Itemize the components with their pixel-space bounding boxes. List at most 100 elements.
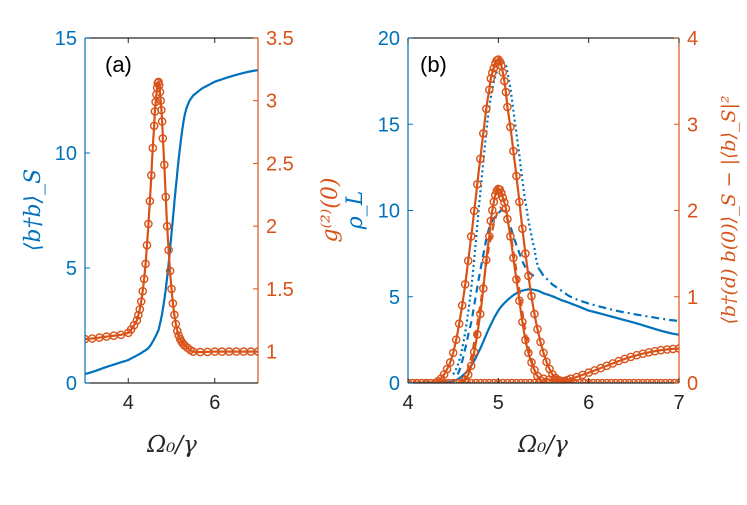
panel-b-series-4-marker [539, 348, 548, 358]
panel-a-series-1-marker [142, 240, 152, 250]
panel-b-series-8-marker [662, 345, 672, 354]
panel-a-right-tick-label: 3 [266, 91, 277, 113]
panel-a-right-axis-label: g⁽²⁾(0) [318, 178, 343, 243]
panel-b-series-8-marker [539, 374, 548, 383]
panel-b-series-4-marker [512, 171, 521, 181]
panel-b-series-5-marker [496, 188, 506, 198]
panel-a-series-1-marker [148, 143, 158, 153]
panel-b-series-8-marker [557, 377, 566, 383]
panel-a-series-1-marker [136, 297, 146, 306]
panel-b-series-line-6 [461, 206, 545, 383]
panel-b-series-8-marker [626, 352, 636, 362]
panel-b-right-tick-label: 4 [687, 28, 698, 50]
panel-b-series-4-marker [542, 357, 551, 367]
panel-b-left-tick-label: 20 [378, 28, 400, 50]
panel-a-series-1-marker [165, 266, 175, 276]
panel-b-right-tick-label: 1 [687, 287, 698, 309]
panel-b-series-8-marker [668, 344, 678, 354]
panel-a-series-1-marker [157, 117, 167, 126]
panel-b-left-axis-label: ρ_L [343, 191, 368, 231]
panel-b-series-4-marker [518, 224, 527, 233]
panel-b-series-4-marker [506, 122, 515, 132]
panel-a-series-1-marker [135, 305, 145, 314]
panel-b-series-line-2 [452, 60, 541, 375]
panel-a-series-1-marker [159, 160, 169, 170]
panel-a-series-line-0 [85, 69, 258, 375]
panel-b-series-4-marker [478, 129, 488, 138]
panel-a-series [85, 69, 258, 375]
panel-b-right-axis-label: ⟨b†(d) b(0)⟩_S − |⟨b⟩_S|² [718, 95, 740, 324]
panel-a-series-1-marker [156, 96, 165, 105]
panel-b-series-4-marker [501, 87, 511, 97]
panel-b-series-4-marker [521, 249, 530, 258]
panel-b-series-4-marker [451, 335, 461, 345]
panel-b-series-4-marker [487, 68, 497, 77]
panel-b-series-5-marker [466, 361, 476, 371]
panel-a-series-1-marker [164, 245, 173, 255]
panel-b-series-4-marker [460, 279, 470, 289]
panel-b-series-4-marker [489, 63, 499, 73]
panel-a-series-1-marker [149, 121, 159, 131]
panel-b-series-5-marker [500, 198, 509, 207]
panel-a-right-tick-label: 2 [266, 216, 277, 238]
panel-b-series-8-marker [656, 345, 666, 355]
panel-a-right-tick-label: 3.5 [266, 28, 294, 50]
panel-b-x-tick-label: 4 [402, 392, 413, 414]
panel-a-series-1-marker [168, 299, 178, 308]
panel-a-series-1-marker [141, 259, 150, 269]
panel-b-series-4-marker [527, 291, 536, 301]
panel-b-series-line-3 [456, 209, 535, 375]
panel-b-x-tick-label: 6 [583, 392, 594, 414]
panel-a-left-tick-label: 10 [55, 143, 77, 165]
panel-a-left-tick-label: 0 [66, 373, 77, 395]
panel-b-series-5-marker [515, 296, 524, 306]
panel-a-axes [84, 37, 259, 384]
panel-b-series-5-marker [498, 193, 508, 202]
panel-a-series-1-marker [154, 77, 163, 87]
panel-b-label: (b) [420, 52, 447, 77]
panel-b-series-4-marker [448, 348, 458, 358]
panel-b-left-tick-label: 0 [389, 373, 400, 395]
panel-a-series-1-marker [133, 310, 143, 320]
panel-b-series-8-marker [632, 350, 642, 360]
panel-a-series-1-marker [139, 274, 149, 284]
panel-b-series-5-marker [486, 216, 496, 226]
panel-b-series-8-marker [674, 344, 679, 353]
panel-b-series-8-marker [545, 375, 554, 383]
panel-a: 4 6 0 5 10 15 1 1.5 2 2.5 3 3.5 (a) Ω₀/γ ⟨b†b⟩_S g⁽… [21, 28, 343, 458]
panel-a-series-1-marker [172, 326, 182, 336]
panel-b-series-4-marker [469, 206, 479, 216]
panel-b-series-4-marker [445, 358, 455, 367]
panel-b-series-4-marker [463, 256, 473, 266]
panel-a-x-tick-label: 6 [209, 392, 220, 414]
panel-b-x-tick-label: 5 [493, 392, 504, 414]
panel-b-series-8-marker [644, 347, 654, 357]
panel-a-series-1-marker [146, 170, 156, 180]
panel-b-series-4-marker [495, 57, 505, 66]
panel-b-left-tick-label: 10 [378, 201, 400, 223]
panel-b-right-tick-label: 3 [687, 114, 698, 136]
panel-b-series-8-marker [650, 346, 660, 356]
panel-a-series-1-marker [132, 315, 142, 325]
panel-b-series-5-marker [487, 205, 497, 215]
panel-a-left-tick-label: 5 [66, 258, 77, 280]
panel-b-right-tick-label: 2 [687, 201, 698, 223]
panel-a-ticks: 4 6 0 5 10 15 1 1.5 2 2.5 3 3.5 [55, 28, 294, 414]
panel-b-right-tick-label: 0 [687, 373, 698, 395]
panel-a-series-1-marker [167, 284, 176, 294]
panel-b-series-4-marker [454, 319, 464, 329]
panel-b-series-4-marker [486, 74, 496, 83]
panel-b-series-line-1 [538, 268, 679, 322]
panel-b-series-8-marker [566, 374, 575, 383]
panel-b-series-4-marker [442, 364, 452, 374]
panel-b-x-tick-label: 7 [673, 392, 684, 414]
panel-b-series-8-marker [638, 349, 648, 359]
panel-a-left-tick-label: 15 [55, 28, 77, 50]
panel-a-series-1-marker [145, 196, 155, 206]
panel-a-series-1-marker [157, 105, 166, 115]
panel-b-series-4-marker [533, 324, 542, 334]
panel-b-series-4-marker [503, 102, 512, 112]
